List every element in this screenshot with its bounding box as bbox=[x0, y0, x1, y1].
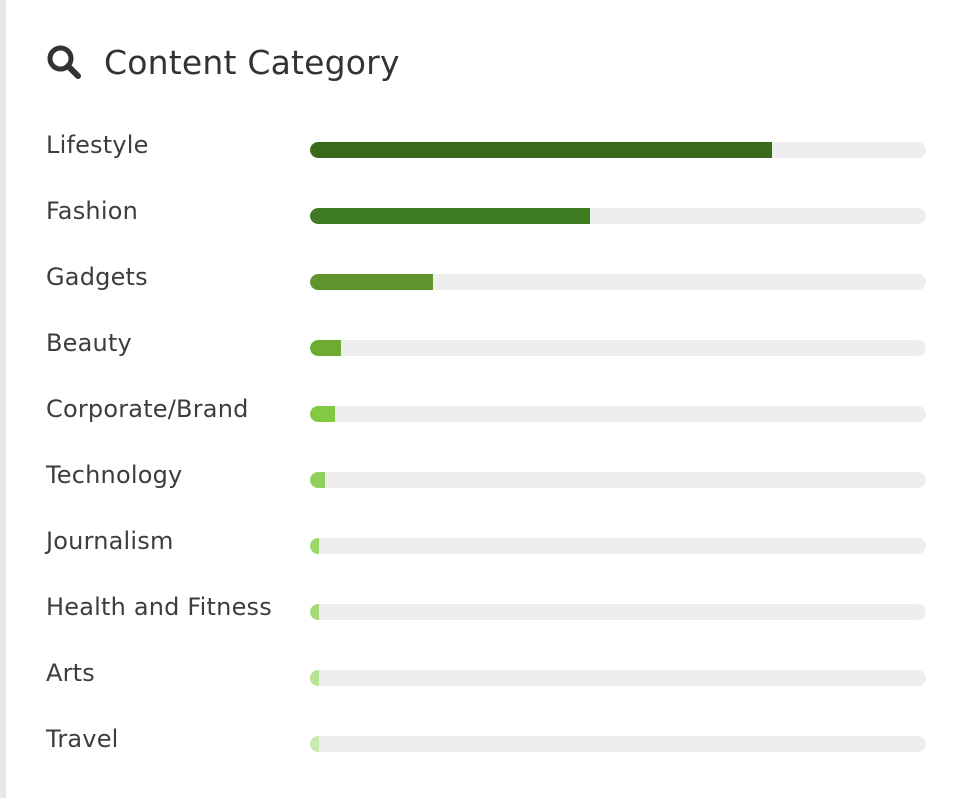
category-row: Fashion bbox=[46, 183, 926, 249]
bar-fill bbox=[310, 142, 772, 158]
bar-track bbox=[310, 142, 926, 158]
category-bar-list: Lifestyle Fashion Gadgets Beauty Corporate/B… bbox=[46, 117, 926, 777]
category-label: Gadgets bbox=[46, 263, 148, 291]
category-row: Lifestyle bbox=[46, 117, 926, 183]
bar-fill bbox=[310, 472, 325, 488]
bar-fill bbox=[310, 208, 590, 224]
bar-fill bbox=[310, 736, 319, 752]
bar-track bbox=[310, 406, 926, 422]
category-label: Technology bbox=[46, 461, 183, 489]
category-label: Beauty bbox=[46, 329, 132, 357]
bar-fill bbox=[310, 274, 433, 290]
category-row: Gadgets bbox=[46, 249, 926, 315]
left-edge-divider bbox=[0, 0, 6, 798]
bar-track bbox=[310, 208, 926, 224]
chart-title: Content Category bbox=[104, 42, 400, 82]
search-icon bbox=[46, 44, 82, 80]
bar-track bbox=[310, 340, 926, 356]
bar-fill bbox=[310, 538, 319, 554]
card-header: Content Category bbox=[46, 40, 400, 84]
category-row: Beauty bbox=[46, 315, 926, 381]
bar-track bbox=[310, 538, 926, 554]
bar-track bbox=[310, 670, 926, 686]
category-row: Technology bbox=[46, 447, 926, 513]
category-row: Corporate/Brand bbox=[46, 381, 926, 447]
bar-track bbox=[310, 472, 926, 488]
bar-track bbox=[310, 274, 926, 290]
category-label: Arts bbox=[46, 659, 95, 687]
category-label: Fashion bbox=[46, 197, 138, 225]
category-label: Journalism bbox=[46, 527, 174, 555]
bar-fill bbox=[310, 670, 319, 686]
bar-track bbox=[310, 604, 926, 620]
bar-fill bbox=[310, 340, 341, 356]
bar-fill bbox=[310, 406, 335, 422]
category-label: Lifestyle bbox=[46, 131, 149, 159]
bar-fill bbox=[310, 604, 319, 620]
category-row: Travel bbox=[46, 711, 926, 777]
category-label: Travel bbox=[46, 725, 119, 753]
category-label: Health and Fitness bbox=[46, 593, 272, 621]
bar-track bbox=[310, 736, 926, 752]
category-row: Journalism bbox=[46, 513, 926, 579]
category-row: Health and Fitness bbox=[46, 579, 926, 645]
category-row: Arts bbox=[46, 645, 926, 711]
category-label: Corporate/Brand bbox=[46, 395, 249, 423]
